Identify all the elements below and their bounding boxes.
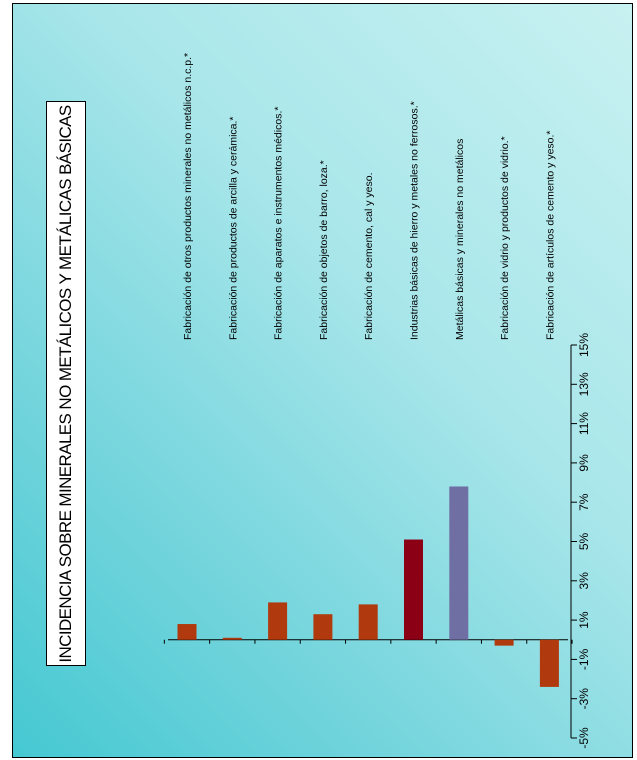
- bar: [494, 639, 514, 646]
- category-label: Metálicas básicas y minerales no metálic…: [454, 139, 466, 340]
- value-tick-label: 9%: [577, 454, 591, 472]
- chart-title-box: INCIDENCIA SOBRE MINERALES NO METÁLICOS …: [46, 101, 86, 666]
- value-tick-label: 5%: [577, 532, 591, 550]
- category-label: Fabricación de productos de arcilla y ce…: [227, 116, 239, 340]
- bar: [358, 604, 378, 640]
- value-tick-label: -3%: [577, 688, 591, 710]
- bar: [268, 602, 288, 640]
- bar: [404, 539, 423, 640]
- value-tick-label: -1%: [577, 648, 591, 670]
- category-label: Fabricación de objetos de barro, loza.*: [318, 160, 330, 340]
- value-tick-label: 1%: [577, 611, 591, 629]
- value-tick-label: 11%: [577, 412, 591, 435]
- category-label: Fabricación de artículos de cemento y ye…: [544, 130, 556, 340]
- category-label: Fabricación de cemento, cal y yeso.: [363, 173, 375, 341]
- category-label: Fabricación de vidrio y productos de vid…: [499, 136, 511, 340]
- bar: [222, 637, 242, 640]
- category-label: Fabricación de otros productos minerales…: [182, 53, 194, 340]
- value-tick-label: -5%: [577, 727, 591, 749]
- bar: [313, 614, 333, 640]
- value-tick-label: 3%: [577, 572, 591, 590]
- bar: [177, 624, 197, 640]
- bar: [539, 639, 559, 687]
- bar: [449, 486, 469, 640]
- category-label: Fabricación de aparatos e instrumentos m…: [273, 107, 285, 340]
- category-label: Industrias básicas de hierro y metales n…: [409, 101, 421, 340]
- value-tick-label: 15%: [577, 333, 591, 357]
- value-tick-label: 13%: [577, 372, 591, 396]
- value-tick-label: 7%: [577, 493, 591, 511]
